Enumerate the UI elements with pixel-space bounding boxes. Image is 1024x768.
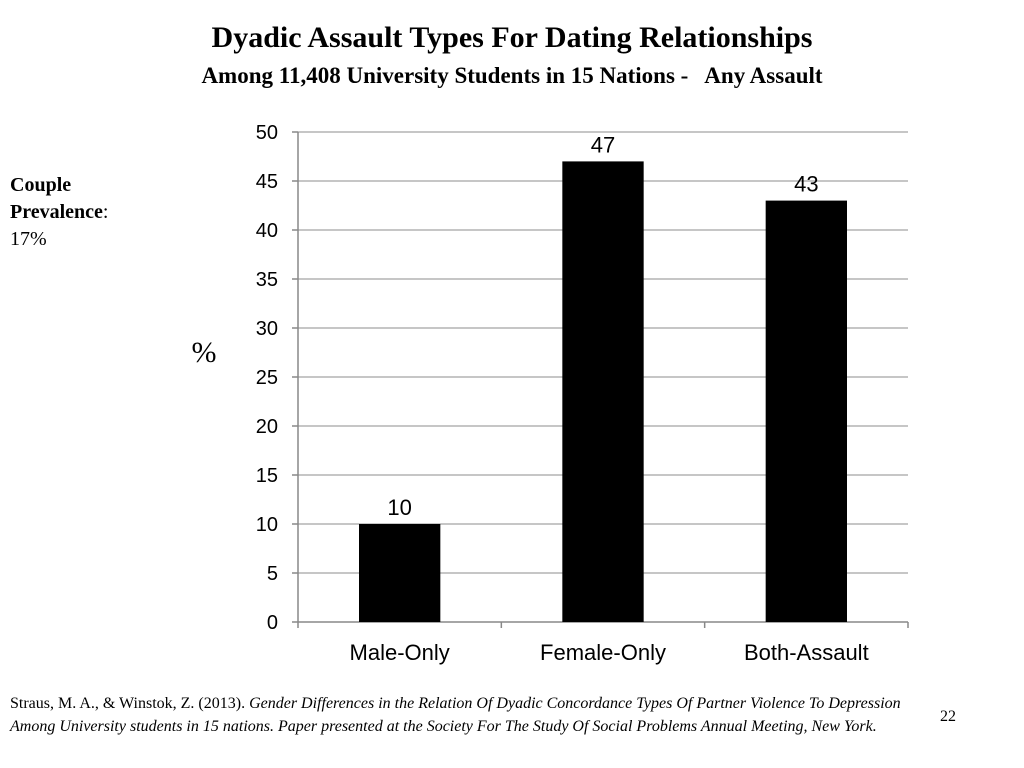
y-tick-label: 5: [267, 563, 278, 585]
couple-prevalence-colon: :: [102, 201, 109, 223]
couple-prevalence-note: Couple Prevalence: 17%: [10, 172, 150, 253]
bar-female-only: [562, 161, 644, 622]
y-tick-label: 45: [256, 171, 278, 193]
couple-prevalence-value: 17%: [10, 228, 47, 250]
y-tick-label: 15: [256, 465, 278, 487]
chart-subtitle: Among 11,408 University Students in 15 N…: [201, 63, 823, 88]
bar-both-assault: [765, 200, 847, 622]
data-label: 47: [591, 132, 615, 157]
y-tick-label: 25: [256, 367, 278, 389]
citation-title: Gender Differences in the Relation Of Dy…: [10, 695, 901, 735]
y-tick-label: 0: [267, 612, 278, 634]
x-tick-label: Female-Only: [540, 640, 666, 665]
bar-male-only: [359, 524, 441, 622]
data-label: 10: [387, 495, 411, 520]
y-tick-label: 35: [256, 269, 278, 291]
x-tick-label: Male-Only: [350, 640, 450, 665]
chart-title: Dyadic Assault Types For Dating Relation…: [211, 21, 813, 54]
y-tick-label: 20: [256, 416, 278, 438]
y-tick-label: 30: [256, 318, 278, 340]
data-label: 43: [794, 172, 818, 197]
x-tick-label: Both-Assault: [744, 640, 869, 665]
page-number: 22: [940, 708, 956, 725]
citation-authors: Straus, M. A., & Winstok, Z. (2013).: [10, 695, 250, 712]
bars: [359, 161, 847, 622]
bar-chart: 0 5 10 15 20 25 30 35 40 45 50% 10 Male-Only 47 Female…: [192, 122, 909, 665]
y-tick-label: 40: [256, 220, 278, 242]
y-axis-label: %: [192, 336, 217, 369]
y-tick-label: 10: [256, 514, 278, 536]
couple-prevalence-label: Couple Prevalence: [10, 174, 103, 223]
citation: Straus, M. A., & Winstok, Z. (2013). Gen…: [10, 692, 940, 738]
labels: 0 5 10 15 20 25 30 35 40 45 50% 10 Male-Only 47 Female…: [192, 122, 869, 665]
y-tick-label: 50: [256, 122, 278, 144]
